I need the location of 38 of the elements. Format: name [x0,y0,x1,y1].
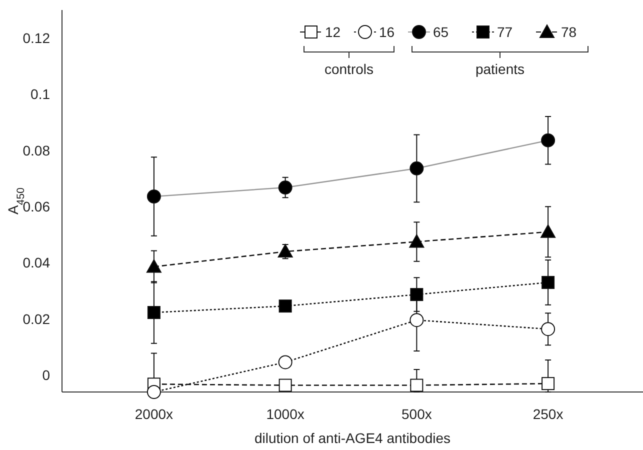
point [410,288,424,302]
legend-label: 16 [379,24,395,40]
x-tick-label: 1000x [266,406,304,422]
point [540,224,556,238]
point [542,377,555,390]
point [409,234,424,248]
x-tick-label: 2000x [134,406,174,422]
x-tick-label: 500x [402,406,432,422]
x-tick-label: 250x [532,406,564,422]
legend-label: 65 [433,24,449,40]
y-tick-label: 0.08 [22,142,50,158]
y-tick-label: 0.04 [22,254,50,271]
y-tick-label: 0.12 [22,30,50,46]
annotation: patients [475,61,525,77]
point [146,259,162,273]
y-tick-label: 0.1 [30,86,50,102]
point [278,180,292,195]
point [146,190,161,204]
legend-label: 12 [325,24,341,40]
point [410,161,424,176]
annotation: controls [324,61,374,77]
point [278,378,292,392]
point [410,378,424,392]
point [278,244,293,258]
point [278,355,292,370]
point [542,276,555,289]
legend-label: 77 [497,24,513,40]
x-axis-title: dilution of anti-AGE4 antibodies [254,430,451,446]
legend-label: 78 [561,24,577,40]
point [541,322,556,336]
point [278,300,292,313]
point [146,385,161,399]
y-tick-label: 0.02 [22,310,50,327]
y-tick-label: 0 [42,367,50,384]
point [541,133,556,148]
point [147,306,160,320]
point [410,313,424,328]
y-tick-label: 0.06 [22,198,50,215]
